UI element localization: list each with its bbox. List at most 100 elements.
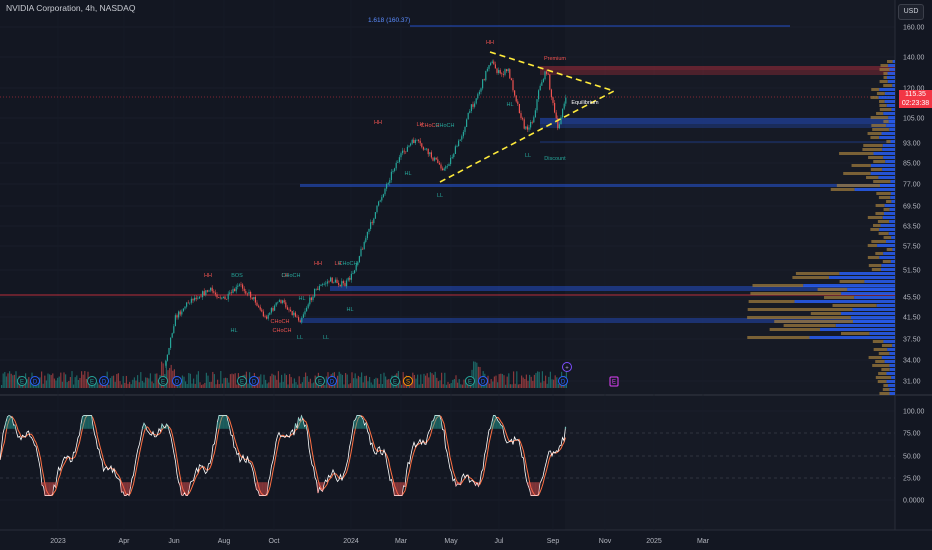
event-marker-earnings[interactable]: E	[237, 376, 247, 386]
volume-profile-bar-up	[881, 264, 895, 267]
event-marker-dividend[interactable]: D	[172, 376, 182, 386]
volume-profile-bar-down	[882, 388, 890, 391]
candle-body	[456, 146, 458, 147]
candle-body	[542, 79, 544, 83]
volume-bar	[372, 384, 374, 388]
volume-bar	[162, 363, 164, 388]
event-marker-earnings[interactable]: E	[17, 376, 27, 386]
volume-bar	[233, 374, 235, 388]
candle-body	[178, 311, 180, 318]
volume-profile-bar-up	[820, 328, 895, 331]
volume-profile-bar-down	[747, 316, 851, 319]
event-marker-dividend[interactable]: D	[558, 376, 568, 386]
volume-bar	[247, 383, 249, 388]
volume-profile-bar-up	[890, 192, 895, 195]
candle-body	[230, 292, 232, 294]
volume-bar	[228, 382, 230, 388]
volume-bar	[341, 374, 343, 388]
currency-button[interactable]: USD	[898, 4, 924, 20]
volume-bar	[4, 372, 6, 388]
event-marker-frame	[172, 376, 182, 386]
event-marker-dividend[interactable]: D	[99, 376, 109, 386]
volume-bar	[527, 380, 529, 388]
volume-profile-bar-down	[883, 120, 889, 123]
candle-body	[264, 316, 266, 317]
candle-body	[395, 162, 397, 169]
event-marker-earnings[interactable]: E	[87, 376, 97, 386]
candle-body	[494, 64, 496, 69]
candle-body	[253, 296, 255, 300]
volume-bar	[271, 373, 273, 388]
volume-bar	[151, 381, 153, 388]
candle-body	[203, 291, 205, 296]
candle-body	[320, 284, 322, 286]
volume-bar	[63, 372, 65, 388]
candle-body	[432, 157, 434, 161]
candle-body	[206, 290, 208, 292]
volume-profile-bar-down	[873, 160, 886, 163]
volume-bar	[71, 371, 73, 388]
event-marker-label: E	[240, 380, 244, 386]
volume-bar	[241, 384, 243, 388]
event-marker-label: E	[20, 380, 24, 386]
event-marker-earnings[interactable]: E	[390, 376, 400, 386]
candle-body	[563, 103, 565, 109]
volume-profile-bar-down	[886, 140, 891, 143]
volume-bar	[15, 371, 17, 388]
volume-bar	[84, 371, 86, 388]
event-marker-dividend[interactable]: D	[249, 376, 259, 386]
candle-body	[534, 110, 536, 118]
volume-bar	[223, 378, 225, 388]
volume-bar	[221, 383, 223, 388]
volume-profile-bar-down	[878, 232, 889, 235]
volume-profile-bar-up	[854, 296, 895, 299]
candle-body	[402, 150, 404, 154]
add-alert-icon-glyph: +	[565, 366, 569, 372]
event-marker-dividend[interactable]: D	[478, 376, 488, 386]
volume-profile-bar-up	[881, 356, 895, 359]
symbol-title[interactable]: NVIDIA Corporation, 4h, NASDAQ	[6, 3, 136, 13]
volume-profile-bar-down	[886, 248, 893, 251]
candle-body	[346, 280, 348, 287]
volume-profile-bar-down	[872, 340, 884, 343]
volume-profile-bar-down	[883, 236, 892, 239]
volume-bar	[193, 378, 195, 388]
candle-body	[496, 68, 498, 73]
candle-body	[283, 300, 285, 303]
candle-body	[325, 283, 327, 285]
candle-body	[326, 281, 328, 284]
candle-body	[355, 264, 357, 271]
event-marker-dividend[interactable]: D	[30, 376, 40, 386]
volume-profile-bar-down	[879, 108, 892, 111]
volume-bar	[130, 384, 132, 388]
event-marker-earnings[interactable]: E	[465, 376, 475, 386]
candle-body	[370, 222, 372, 229]
volume-bar	[501, 373, 503, 388]
volume-bar	[201, 384, 203, 388]
candle-body	[333, 282, 335, 283]
event-marker-earnings[interactable]: E	[158, 376, 168, 386]
volume-bar	[281, 374, 283, 388]
volume-profile-bar-down	[810, 312, 842, 315]
event-marker-frame	[158, 376, 168, 386]
volume-bar	[79, 377, 81, 388]
event-marker-upcoming[interactable]: E	[609, 376, 619, 387]
candle-body	[483, 79, 485, 81]
event-marker-split[interactable]: S	[403, 376, 413, 386]
stochastic-d-line	[0, 414, 566, 497]
volume-profile-bar-down	[876, 92, 885, 95]
structure-label: LH	[416, 122, 423, 128]
volume-bar	[5, 376, 7, 388]
volume-bar	[143, 382, 145, 388]
volume-bar	[517, 384, 519, 388]
candle-body	[232, 289, 234, 294]
time-axis-label: Jun	[168, 538, 179, 545]
candle-body	[349, 277, 351, 280]
event-marker-earnings[interactable]: E	[315, 376, 325, 386]
candle-body	[445, 166, 447, 169]
candle-body	[443, 168, 445, 171]
volume-bar	[421, 383, 423, 388]
event-marker-dividend[interactable]: D	[327, 376, 337, 386]
candle-body	[400, 153, 402, 158]
